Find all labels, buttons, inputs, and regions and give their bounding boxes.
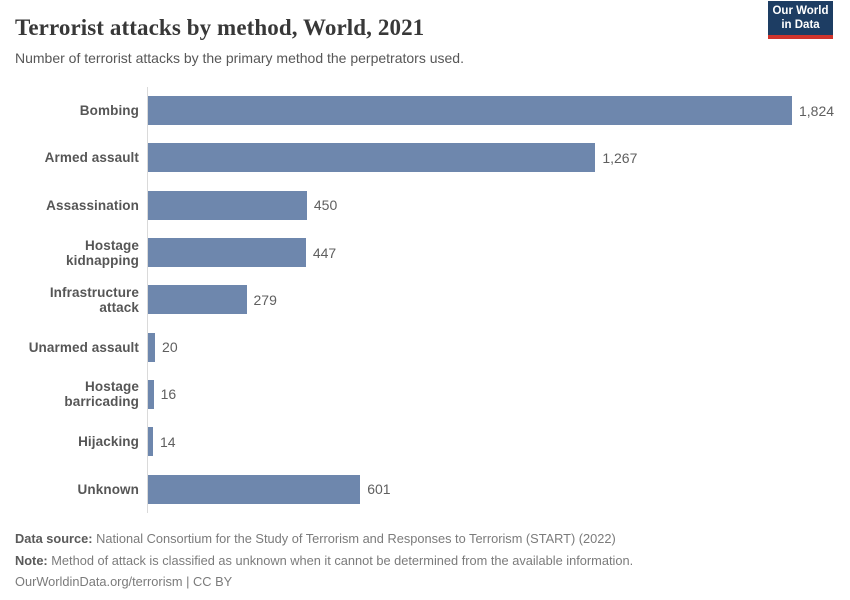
bar-chart: Bombing 1,824 Armed assault 1,267 Assassinat… [15,87,835,513]
bar[interactable] [148,143,596,173]
chart-header: Terrorist attacks by method, World, 2021… [15,0,835,67]
citation-line[interactable]: OurWorldinData.org/terrorism | CC BY [15,574,233,589]
bar-area: 450 [147,190,835,220]
bar[interactable] [148,474,361,504]
category-label: Infrastructure attack [49,284,139,315]
owid-logo: Our World in Data [768,1,833,39]
chart-subtitle: Number of terrorist attacks by the prima… [15,50,464,66]
value-label: 450 [313,197,338,214]
note-label: Note: [15,552,48,568]
data-source-line: Data source: National Consortium for the… [15,528,835,550]
chart-row: Hijacking 14 [15,418,835,465]
bar-area: 1,824 [147,96,835,126]
bar[interactable] [148,427,153,457]
value-label: 279 [253,291,277,308]
bar-area: 14 [147,427,835,457]
bar[interactable] [148,285,247,315]
note-text: Method of attack is classified as unknow… [51,552,634,568]
data-source-text: National Consortium for the Study of Ter… [96,531,616,546]
chart-row: Infrastructure attack 279 [15,276,835,323]
value-label: 14 [159,433,176,450]
bar[interactable] [148,238,306,268]
bar-area: 279 [147,285,835,315]
chart-row: Armed assault 1,267 [15,134,835,181]
chart-title: Terrorist attacks by method, World, 2021 [15,15,425,40]
bar-area: 1,267 [147,143,835,173]
category-label: Hostage kidnapping [66,237,139,268]
bar[interactable] [148,379,154,409]
bar-area: 20 [147,332,835,362]
bar[interactable] [148,96,792,126]
category-label: Assassination [46,197,139,213]
chart-row: Assassination 450 [15,182,835,229]
bar[interactable] [148,190,307,220]
value-label: 1,267 [602,149,638,166]
chart-row: Bombing 1,824 [15,87,835,134]
owid-logo-line1: Our World [772,5,829,17]
bar[interactable] [148,332,156,362]
y-axis-line [147,87,148,513]
category-label: Unarmed assault [28,339,139,355]
chart-row: Hostage barricading 16 [15,371,835,418]
value-label: 16 [160,386,177,403]
bar-area: 601 [147,474,835,504]
value-label: 20 [162,339,178,356]
chart-row: Unknown 601 [15,465,835,512]
chart-row: Unarmed assault 20 [15,323,835,370]
bar-area: 16 [147,379,835,409]
category-label: Hostage barricading [64,379,139,410]
category-label: Bombing [79,103,139,119]
note-line: Note: Method of attack is classified as … [15,550,835,572]
chart-footer: Data source: National Consortium for the… [15,528,835,593]
owid-logo-line2: in Data [781,18,820,31]
data-source-label: Data source: [15,531,93,546]
bar-area: 447 [147,238,835,268]
chart-row: Hostage kidnapping 447 [15,229,835,276]
category-label: Hijacking [78,434,139,450]
category-label: Armed assault [44,150,139,166]
category-label: Unknown [77,481,139,497]
value-label: 601 [367,481,391,498]
value-label: 447 [312,244,337,261]
value-label: 1,824 [799,102,835,119]
